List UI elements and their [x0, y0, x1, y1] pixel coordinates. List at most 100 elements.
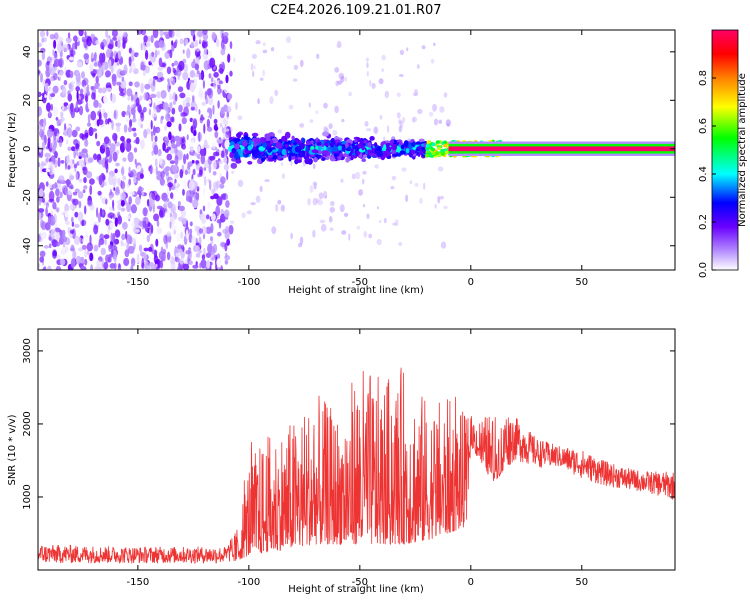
spectrogram-noise-cell — [76, 79, 82, 87]
spectrogram-noise-cell — [38, 208, 45, 213]
spectrogram-noise-cell — [98, 159, 103, 165]
spectrogram-noise-cell — [40, 219, 44, 229]
spectrogram-noise-cell — [75, 150, 79, 157]
spectrogram-noise-cell — [135, 196, 141, 206]
spectrogram-faint-cell — [290, 159, 293, 167]
spectrogram-noise-cell — [220, 176, 226, 185]
spectrogram-noise-cell — [177, 265, 183, 270]
spectrogram-noise-cell — [55, 116, 58, 121]
spectrogram-noise-cell — [167, 78, 170, 83]
spectrogram-band-cell — [327, 147, 334, 153]
spectrogram-noise-cell — [120, 167, 125, 175]
spectrogram-noise-cell — [207, 88, 214, 99]
spectrogram-noise-cell — [128, 235, 133, 245]
spectrogram-band-cell — [304, 157, 311, 165]
spectrogram-noise-cell — [121, 242, 127, 247]
spectrogram-faint-cell — [280, 204, 285, 212]
spectrogram-noise-cell — [108, 244, 113, 250]
spectrogram-noise-cell — [65, 155, 70, 166]
spectrogram-noise-cell — [152, 151, 159, 162]
spectrogram-noise-cell — [87, 122, 91, 127]
spectrogram-band-cell — [235, 159, 242, 164]
spectrogram-noise-cell — [207, 243, 213, 254]
spectrogram-noise-cell — [158, 57, 163, 67]
x-tick-label: -100 — [238, 577, 261, 588]
spectrogram-noise-cell — [168, 30, 173, 38]
spectrogram-band-cell — [352, 155, 358, 159]
spectrogram-noise-cell — [224, 37, 228, 45]
spectrogram-noise-cell — [211, 251, 216, 261]
spectrogram-noise-cell — [166, 251, 171, 261]
spectrogram-noise-cell — [156, 188, 161, 194]
spectrogram-noise-cell — [217, 86, 222, 95]
spectrogram-noise-cell — [81, 148, 88, 154]
spectrogram-band-cell — [383, 144, 387, 152]
spectrogram-noise-cell — [169, 116, 175, 123]
spectrogram-noise-cell — [94, 266, 101, 270]
spectrogram-noise-cell — [224, 128, 230, 132]
spectrogram-noise-cell — [141, 257, 145, 269]
spectrogram-noise-cell — [138, 244, 143, 252]
spectrogram-noise-cell — [126, 215, 131, 220]
spectrogram-band-cell — [392, 143, 397, 151]
spectrogram-noise-cell — [60, 160, 65, 164]
spectrogram-noise-cell — [168, 131, 172, 141]
spectrogram-noise-cell — [152, 30, 159, 39]
spectrogram-noise-cell — [38, 42, 43, 48]
spectrogram-noise-cell — [189, 117, 193, 123]
spectrogram-faint-cell — [312, 197, 318, 206]
spectrogram-ticks: -150 -100 -50 0 50 -40 -20 0 20 40 — [22, 30, 675, 288]
spectrogram-faint-cell — [233, 56, 236, 63]
spectrogram-noise-cell — [202, 41, 208, 49]
spectrogram-noise-cell — [113, 187, 116, 191]
snr-x-axis-label: Height of straight line (km) — [288, 584, 424, 595]
spectrogram-noise-cell — [117, 215, 123, 225]
spectrogram-noise-cell — [53, 39, 57, 49]
spectrogram-noise-cell — [220, 150, 225, 158]
spectrogram-faint-cell — [334, 67, 340, 73]
spectrogram-noise-cell — [208, 73, 212, 79]
spectrogram-noise-cell — [192, 95, 195, 103]
spectrogram-noise-cell — [105, 70, 111, 78]
spectrogram-noise-cell — [157, 50, 160, 56]
spectrogram-noise-cell — [87, 113, 91, 124]
colorbar-gradient — [712, 30, 738, 270]
spectrogram-noise-cell — [121, 76, 125, 82]
spectrogram-faint-cell — [399, 49, 404, 56]
spectrogram-band-cell — [383, 150, 389, 158]
spectrogram-noise-cell — [79, 88, 84, 95]
spectrogram-noise-cell — [212, 93, 218, 100]
spectrogram-noise-cell — [143, 45, 147, 51]
spectrogram-noise-cell — [70, 244, 75, 251]
spectrogram-noise-cell — [76, 61, 83, 68]
spectrogram-noise-cell — [140, 42, 143, 51]
spectrogram-band-cell — [399, 150, 407, 155]
spectrogram-faint-cell — [348, 233, 351, 241]
spectrogram-noise-cell — [48, 198, 55, 203]
spectrogram-noise-cell — [225, 252, 228, 258]
spectrogram-noise-cell — [214, 131, 219, 139]
spectrogram-noise-cell — [193, 47, 201, 52]
spectrogram-noise-cell — [225, 74, 229, 84]
spectrogram-noise-cell — [135, 97, 140, 107]
y-tick-label: 0 — [22, 146, 33, 152]
spectrogram-noise-cell — [66, 178, 70, 188]
spectrogram-noise-cell — [48, 164, 53, 176]
y-tick-label: 2000 — [22, 411, 33, 436]
spectrogram-noise-cell — [83, 177, 87, 184]
spectrogram-noise-cell — [112, 36, 117, 41]
colorbar-tick-label: 0.4 — [698, 166, 709, 182]
spectrogram-noise-cell — [174, 135, 181, 142]
spectrogram-noise-cell — [169, 160, 175, 165]
spectrogram-noise-cell — [219, 183, 225, 189]
spectrogram-noise-cell — [86, 84, 90, 93]
spectrogram-noise-cell — [48, 110, 51, 118]
spectrogram-noise-cell — [83, 185, 88, 190]
spectrogram-noise-cell — [138, 125, 141, 136]
spectrogram-faint-cell — [381, 68, 384, 72]
spectrogram-noise-cell — [69, 229, 75, 234]
spectrogram-faint-cell — [292, 78, 298, 82]
spectrogram-noise-cell — [61, 185, 68, 195]
spectrogram-noise-cell — [123, 141, 128, 150]
spectrogram-noise-cell — [92, 73, 96, 78]
